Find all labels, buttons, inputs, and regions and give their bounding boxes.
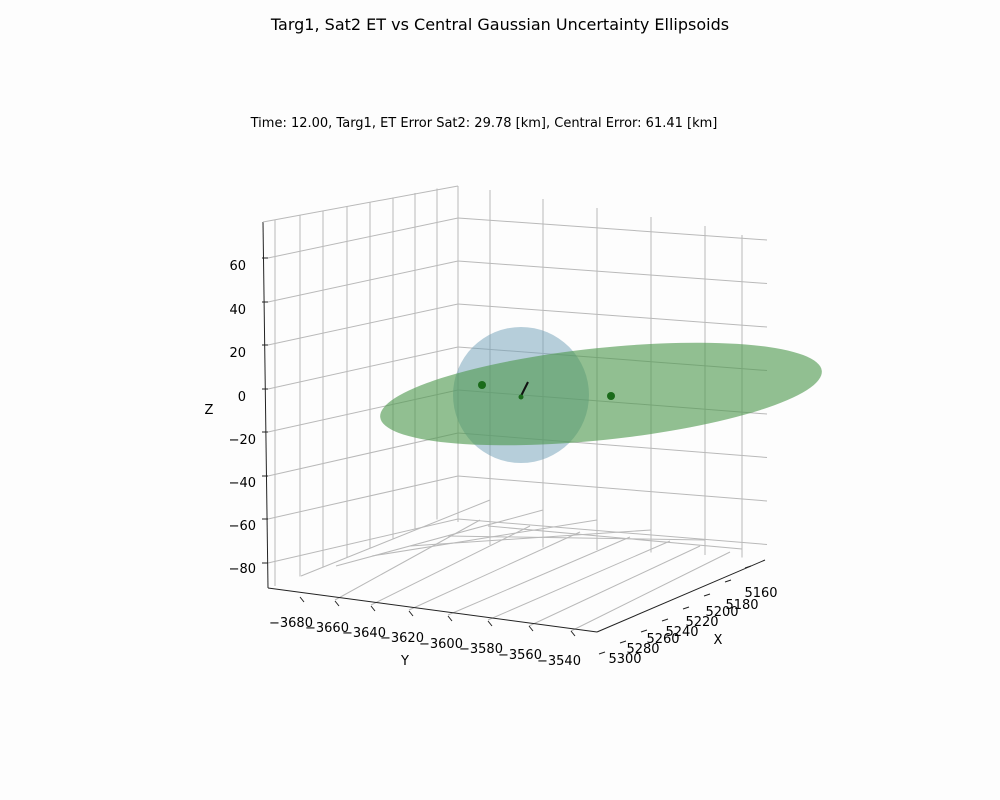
z-tick-label: −60 (229, 519, 256, 534)
y-tick-label: −3620 (380, 631, 424, 646)
z-tick-label: 40 (229, 303, 246, 318)
x-tick-label: 5280 (626, 642, 659, 657)
grid-line (335, 509, 544, 567)
z-axis-label: Z (205, 403, 214, 418)
grid-line (457, 518, 768, 545)
x-tick-label: 5240 (665, 625, 698, 640)
axes-spines (262, 185, 766, 633)
x-axis-spine (596, 559, 766, 633)
grid-line (408, 531, 581, 611)
grid-line (267, 475, 459, 520)
grid-line (267, 303, 459, 346)
y-tick-label: −3560 (498, 648, 542, 663)
x-tick-label: 5220 (685, 615, 718, 630)
grid-line (447, 536, 631, 616)
chart-title: Targ1, Sat2 ET vs Central Gaussian Uncer… (270, 15, 729, 34)
grid-line (267, 217, 459, 259)
grid-line (300, 499, 491, 577)
z-tick-label: 0 (238, 390, 246, 405)
grid-line (570, 551, 731, 632)
pane-edge (262, 185, 459, 223)
grid-line (267, 260, 459, 303)
z-tick-label: −80 (229, 562, 256, 577)
x-tick-label: 5300 (608, 652, 641, 667)
grid-line (528, 545, 701, 627)
x-tick-label: 5200 (705, 605, 738, 620)
sat-estimate-point-2 (607, 392, 615, 400)
central-uncertainty-ellipsoid (380, 342, 822, 446)
target-point (518, 394, 524, 400)
x-tick-label: 5160 (744, 586, 777, 601)
grid-line (457, 475, 768, 502)
sat-estimate-point-1 (478, 381, 486, 389)
z-tick-label: −20 (229, 433, 256, 448)
velocity-vector (520, 381, 529, 397)
grid-line (409, 529, 652, 547)
z-tick-label: −40 (229, 476, 256, 491)
y-tick-label: −3600 (419, 637, 463, 652)
grid-line (334, 519, 481, 601)
grid-line (487, 540, 671, 621)
grid-line (370, 525, 531, 606)
y-tick-label: −3660 (305, 621, 349, 636)
chart-subtitle: Time: 12.00, Targ1, ET Error Sat2: 29.78… (250, 116, 718, 131)
y-axis-spine (267, 587, 598, 633)
y-tick-label: −3580 (459, 642, 503, 657)
x-tick-label: 5180 (725, 598, 758, 613)
y-tick-label: −3540 (537, 654, 581, 669)
grid-line (457, 260, 768, 284)
grid-line (447, 535, 706, 541)
grid-line (371, 519, 598, 557)
z-axis-spine (262, 221, 269, 589)
grid-line (457, 217, 768, 241)
x-tick-label: 5260 (646, 632, 679, 647)
z-tick-label: 60 (229, 259, 246, 274)
grid-line (457, 303, 768, 328)
x-axis: 5160 5180 5200 5220 5240 5260 5280 5300 … (598, 565, 778, 667)
z-axis: 60 40 20 0 −20 −40 −60 −80 Z (205, 257, 268, 577)
y-axis: −3680 −3660 −3640 −3620 −3600 −3580 −356… (269, 596, 581, 669)
grid-line (487, 525, 743, 550)
z-tick-label: 20 (229, 346, 246, 361)
y-tick-label: −3680 (269, 616, 313, 631)
y-axis-label: Y (400, 654, 409, 669)
x-axis-label: X (714, 633, 723, 648)
y-tick-label: −3640 (342, 626, 386, 641)
